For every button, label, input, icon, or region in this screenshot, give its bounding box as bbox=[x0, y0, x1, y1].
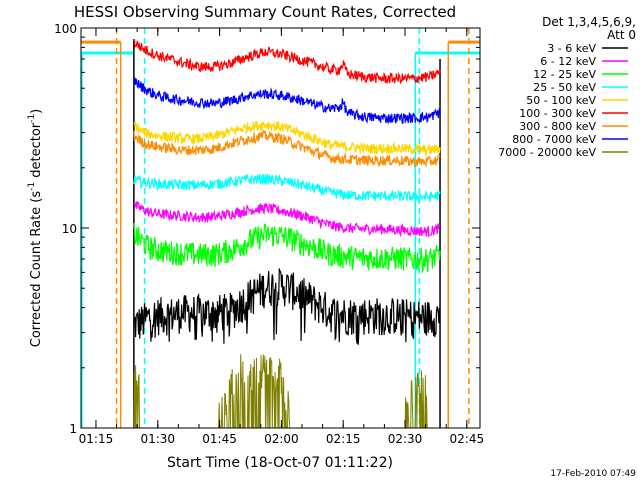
legend-label: 50 - 100 keV bbox=[526, 94, 596, 107]
legend-header-line-2: Att 0 bbox=[607, 28, 636, 42]
axis-ticks: 01:15 01:30 01:45 02:00 02:15 02:30 02:45 1 10 10… bbox=[54, 22, 484, 446]
legend-header-line-1: Det 1,3,4,5,6,9, bbox=[542, 15, 636, 29]
x-axis-label: Start Time (18-Oct-07 01:11:22) bbox=[167, 455, 393, 471]
footer-timestamp: 17-Feb-2010 07:49 bbox=[550, 469, 636, 479]
series-line-2 bbox=[133, 200, 441, 238]
x-tick-label: 01:45 bbox=[202, 432, 237, 446]
y-tick-label: 100 bbox=[54, 22, 77, 36]
x-tick-label: 02:15 bbox=[326, 432, 361, 446]
plot-area bbox=[81, 28, 480, 428]
legend-label: 300 - 800 keV bbox=[519, 120, 596, 133]
legend-label: 12 - 25 keV bbox=[533, 68, 596, 81]
y-axis-label: Corrected Count Rate (s-1 detector-1) bbox=[27, 109, 44, 347]
legend-label: 25 - 50 keV bbox=[533, 81, 596, 94]
legend-label: 3 - 6 keV bbox=[547, 42, 596, 55]
x-tick-label: 01:15 bbox=[79, 432, 114, 446]
y-tick-label: 1 bbox=[69, 422, 77, 436]
series-line-4 bbox=[133, 173, 441, 203]
series-line-9 bbox=[133, 354, 428, 428]
series-line-6 bbox=[133, 39, 441, 85]
y-tick-label: 10 bbox=[62, 222, 77, 236]
series-line-3 bbox=[133, 223, 441, 274]
chart-title: HESSI Observing Summary Count Rates, Cor… bbox=[74, 3, 456, 21]
legend-label: 100 - 300 keV bbox=[519, 107, 596, 120]
series-line-8 bbox=[133, 76, 441, 125]
x-tick-label: 02:30 bbox=[388, 432, 423, 446]
series-line-5 bbox=[133, 120, 441, 158]
series-line-7 bbox=[133, 129, 441, 168]
legend-label: 7000 - 20000 keV bbox=[498, 146, 596, 159]
x-tick-label: 02:45 bbox=[450, 432, 485, 446]
x-tick-label: 01:30 bbox=[140, 432, 175, 446]
legend-label: 800 - 7000 keV bbox=[512, 133, 596, 146]
series-line-1 bbox=[133, 268, 441, 345]
legend-label: 6 - 12 keV bbox=[540, 55, 596, 68]
x-tick-label: 02:00 bbox=[264, 432, 299, 446]
